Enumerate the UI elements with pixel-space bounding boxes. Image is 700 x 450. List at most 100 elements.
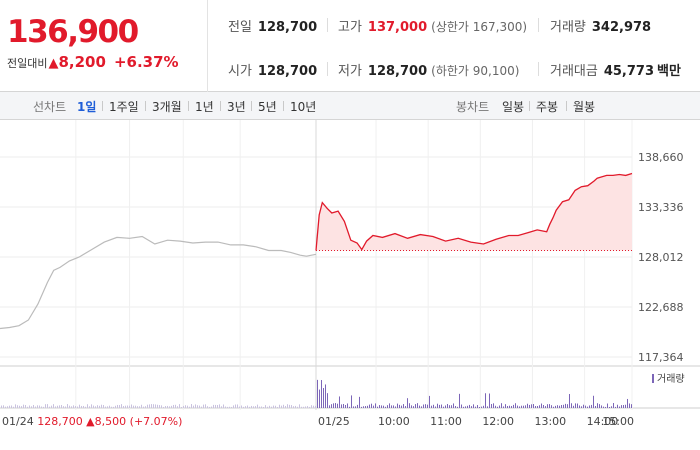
volume-bar [273,405,274,408]
volume-bar [15,404,16,408]
volume-bar [265,405,266,408]
volume-bar [267,406,268,408]
volume-bar [129,405,130,408]
volume-bar [423,404,424,408]
volume-bar [253,406,254,408]
volume-bar [455,406,456,408]
volume-bar [403,404,404,408]
y-tick-label: 122,688 [638,301,684,314]
volume-bar [135,405,136,408]
prev-day-price-line [0,235,317,330]
volume-bar [303,406,304,408]
volume-bar [477,405,478,408]
volume-bar [615,406,616,408]
volume-bar [547,404,548,408]
volume-bar [467,405,468,408]
volume-bar [85,406,86,408]
volume-bar [627,398,628,408]
tab-1day[interactable]: 1일 [77,100,97,114]
volume-bar [199,405,200,408]
volume-bar [443,406,444,408]
volume-bar [31,406,32,408]
volume-bar [257,404,258,408]
volume-bar [371,403,372,408]
volume-bar [509,405,510,408]
volume-bar [601,405,602,408]
tab-1year[interactable]: 1년 [195,100,214,114]
volume-bar [515,403,516,408]
volume-legend-swatch [652,374,654,383]
volume-bar [611,406,612,408]
volume-bar [565,403,566,408]
volume-bar [271,406,272,408]
volume-bar [105,406,106,408]
volume-bar [67,404,68,408]
volume-bar [549,404,550,408]
tab-divider [145,101,146,111]
volume-bar [51,405,52,408]
candle-chart-label: 봉차트 [456,100,490,114]
volume-bar [261,406,262,408]
volume-bar [459,393,460,408]
volume-bar [401,405,402,408]
stat-high: 고가 137,000 (상한가 167,300) [338,20,528,35]
tab-10year[interactable]: 10년 [290,100,317,114]
tab-daily-candle[interactable]: 일봉 [502,100,525,114]
volume-bar [609,406,610,408]
price-chart[interactable]: 138,660 133,336 128,012 122,688 117,364 거래량 01… [0,120,700,450]
volume-bar [493,403,494,408]
volume-bar [555,405,556,408]
tab-weekly-candle[interactable]: 주봉 [536,100,559,114]
volume-bar [57,405,58,408]
tab-divider [102,101,103,111]
volume-bar [295,405,296,408]
volume-bar [433,404,434,408]
volume-bar [575,403,576,408]
volume-bar [351,395,352,408]
price-chart-svg: 138,660 133,336 128,012 122,688 117,364 거래량 01… [0,120,700,428]
volume-bar [533,404,534,408]
chart-grid [0,120,700,410]
volume-bar [597,403,598,408]
volume-bar [483,405,484,408]
volume-bar [581,406,582,408]
volume-bar [541,403,542,408]
volume-bar [497,406,498,408]
tab-1week[interactable]: 1주일 [109,100,139,114]
volume-bar [315,405,316,408]
volume-bar [141,404,142,408]
volume-bar [11,405,12,408]
y-tick-label: 133,336 [638,201,684,214]
volume-bar [361,406,362,408]
tab-3month[interactable]: 3개월 [152,100,182,114]
prev-day-summary-part: 8,500 [95,415,127,428]
volume-bar [23,404,24,408]
volume-bar [113,406,114,408]
volume-bar [619,406,620,408]
volume-bar [167,405,168,408]
volume-bar [225,406,226,408]
volume-bar [421,406,422,408]
volume-bar [603,406,604,408]
volume-bar [339,396,340,408]
volume-bar [437,403,438,408]
volume-bar [505,404,506,408]
volume-bar [29,405,30,408]
volume-bar [333,403,334,408]
volume-bar [579,405,580,408]
tab-5year[interactable]: 5년 [258,100,277,114]
volume-bar [485,393,486,408]
volume-bar [35,406,36,408]
volume-bar [395,406,396,408]
tab-divider [188,101,189,111]
volume-bar [479,406,480,408]
volume-bar [605,406,606,408]
volume-bar [75,406,76,408]
tab-monthly-candle[interactable]: 월봉 [573,100,596,114]
volume-bar [487,406,488,408]
volume-bar [27,406,28,408]
volume-bar [161,405,162,408]
chart-period-tabs: 선차트 1일 1주일 3개월 1년 3년 5년 10년 봉차트 일봉 주봉 월봉 [0,92,700,120]
tab-3year[interactable]: 3년 [227,100,246,114]
volume-bar [189,406,190,408]
